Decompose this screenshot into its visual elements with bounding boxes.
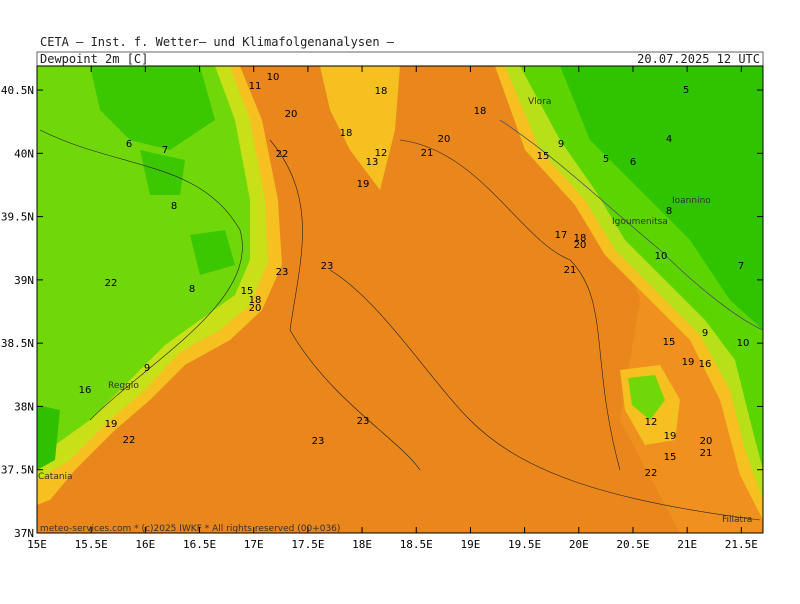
contour-label: 13 — [366, 157, 379, 168]
valid-time: 20.07.2025 12 UTC — [637, 52, 760, 66]
contour-label: 20 — [700, 436, 713, 447]
field-name: Dewpoint_2m_[C] — [40, 52, 148, 66]
contour-label: 5 — [683, 85, 689, 96]
contour-label: 11 — [249, 81, 262, 92]
lon-tick-label: 21E — [677, 538, 697, 551]
lat-tick-label: 39.5N — [1, 211, 34, 224]
contour-label: 15 — [537, 151, 550, 162]
contour-label: 10 — [655, 251, 668, 262]
contour-label: 9 — [144, 363, 150, 374]
lon-tick-label: 19.5E — [508, 538, 541, 551]
contour-label: 5 — [603, 154, 609, 165]
contour-label: 6 — [630, 157, 636, 168]
contour-label: 10 — [267, 72, 280, 83]
footer: meteo-services.com * (c)2025 IWKF * All … — [40, 524, 340, 534]
contour-label: 23 — [312, 436, 325, 447]
contour-label: 18 — [574, 233, 587, 244]
source-title: CETA — Inst. f. Wetter— und Klimafolgena… — [40, 35, 395, 49]
contour-label: 12 — [375, 148, 388, 159]
place-name: Ioannino — [672, 196, 711, 206]
field-darkgreen-east — [560, 66, 763, 330]
contour-label: 6 — [126, 139, 132, 150]
contour-label: 17 — [555, 230, 568, 241]
contour-label: 19 — [664, 431, 677, 442]
contour-label: 21 — [421, 148, 434, 159]
lon-tick-label: 20E — [569, 538, 589, 551]
lon-tick-label: 21.5E — [725, 538, 758, 551]
contour-label: 23 — [357, 416, 370, 427]
contour-label: 20 — [574, 240, 587, 251]
contour-label: 15 — [663, 337, 676, 348]
contour-label: 20 — [285, 109, 298, 120]
contour-label: 21 — [700, 448, 713, 459]
contour-label: 21 — [564, 265, 577, 276]
contour-label: 8 — [666, 206, 672, 217]
field-darkgreen-west — [90, 66, 235, 275]
contour-label: 7 — [162, 145, 168, 156]
contour-label: 8 — [189, 284, 195, 295]
lon-tick-label: 16E — [135, 538, 155, 551]
contour-label: 23 — [321, 261, 334, 272]
contour-label: 19 — [105, 419, 118, 430]
lat-tick-label: 38N — [14, 400, 34, 413]
map-field — [37, 66, 763, 533]
place-name: Igoumenitsa — [612, 217, 668, 227]
contour-label: 18 — [375, 86, 388, 97]
contour-label: 15 — [664, 452, 677, 463]
contour-label: 16 — [699, 359, 712, 370]
contour-label: 22 — [276, 149, 289, 160]
lat-tick-label: 39N — [14, 274, 34, 287]
contour-label: 20 — [249, 303, 262, 314]
place-name: Vlora — [528, 97, 551, 107]
contour-label: 10 — [737, 338, 750, 349]
field-green-islands — [628, 375, 665, 420]
contour-line — [329, 269, 761, 521]
lon-tick-label: 15.5E — [75, 538, 108, 551]
contour-line — [39, 129, 243, 421]
contour-line — [269, 139, 421, 471]
contour-label: 7 — [738, 261, 744, 272]
lat-tick-label: 40N — [14, 147, 34, 160]
lat-tick-label: 37.5N — [1, 464, 34, 477]
contour-label: 9 — [558, 139, 564, 150]
lat-tick-label: 40.5N — [1, 84, 34, 97]
contour-label: 19 — [357, 179, 370, 190]
lon-tick-label: 16.5E — [183, 538, 216, 551]
lon-tick-label: 18E — [352, 538, 372, 551]
contour-label: 18 — [249, 295, 262, 306]
place-name: Filiatra — [722, 515, 752, 525]
contour-label: 20 — [438, 134, 451, 145]
contour-label: 12 — [645, 417, 658, 428]
field-darkgreen-sicily — [37, 405, 60, 470]
lat-tick-label: 37N — [14, 527, 34, 540]
place-name: Reggio — [108, 381, 139, 391]
field-yellow-puglia — [320, 66, 400, 190]
field-green-west — [37, 66, 250, 450]
contour-label: 22 — [123, 435, 136, 446]
map-frame — [36, 65, 764, 534]
contour-label: 18 — [340, 128, 353, 139]
lon-tick-label: 18.5E — [400, 538, 433, 551]
contour-label: 23 — [276, 267, 289, 278]
lon-tick-label: 17.5E — [291, 538, 324, 551]
contour-label: 8 — [171, 201, 177, 212]
contour-label: 9 — [702, 328, 708, 339]
contour-label: 22 — [105, 278, 118, 289]
lon-tick-label: 19E — [460, 538, 480, 551]
lon-tick-label: 15E — [27, 538, 47, 551]
lon-tick-label: 20.5E — [616, 538, 649, 551]
coastline — [499, 119, 763, 331]
contour-label: 19 — [682, 357, 695, 368]
contour-label: 15 — [241, 286, 254, 297]
lon-tick-label: 17E — [244, 538, 264, 551]
place-name: Catania — [38, 472, 73, 482]
contour-label: 4 — [666, 134, 672, 145]
contour-label: 16 — [79, 385, 92, 396]
contour-label: 22 — [645, 468, 658, 479]
lat-tick-label: 38.5N — [1, 337, 34, 350]
contour-label: 18 — [474, 106, 487, 117]
contour-line — [399, 139, 621, 471]
